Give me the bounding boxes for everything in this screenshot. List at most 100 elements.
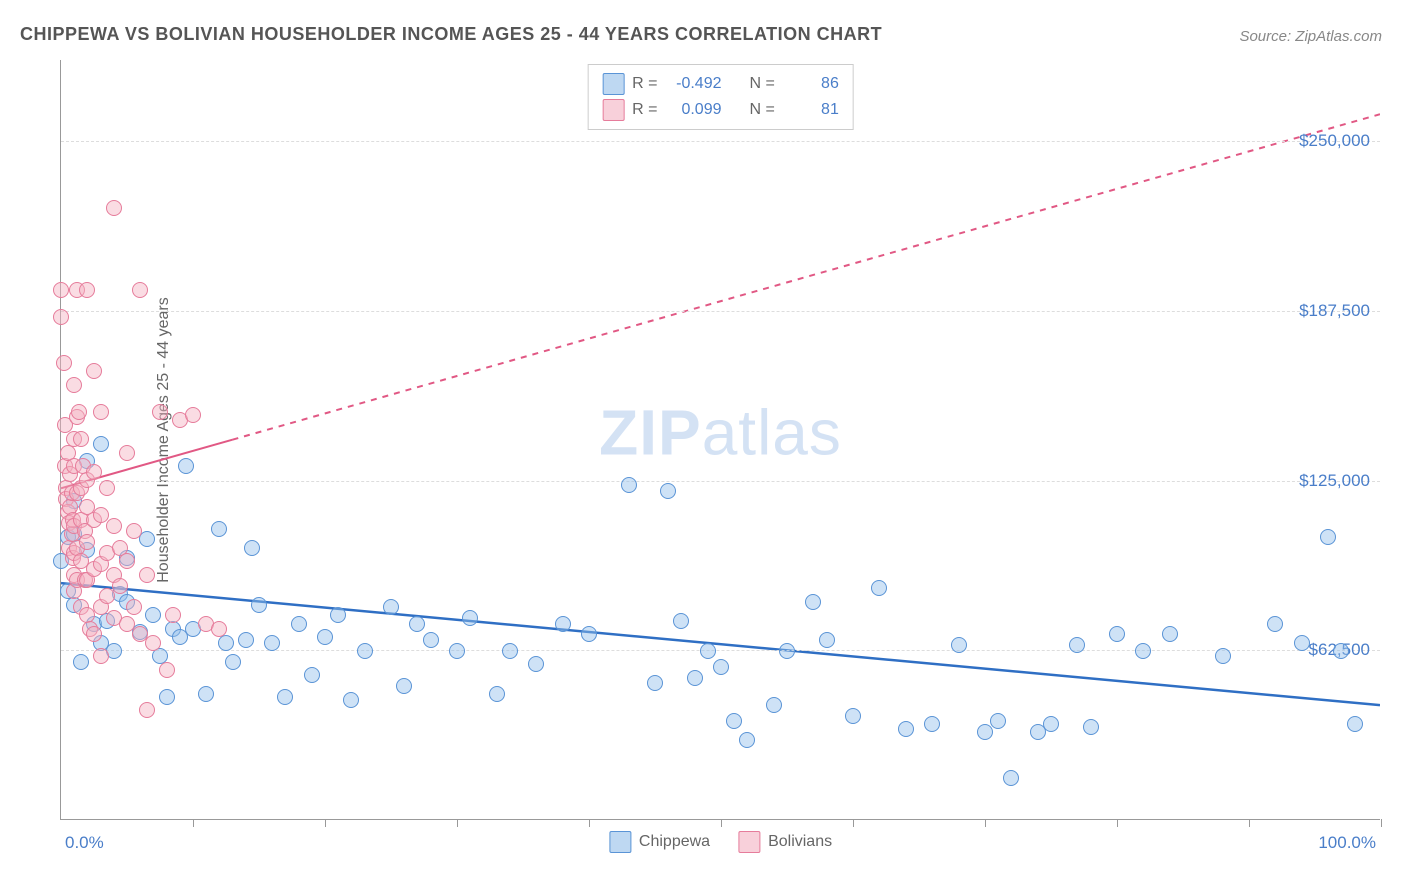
legend-label: Bolivians: [768, 833, 832, 851]
data-point: [211, 521, 227, 537]
data-point: [383, 599, 399, 615]
data-point: [79, 282, 95, 298]
x-tick: [1249, 819, 1250, 827]
data-point: [112, 578, 128, 594]
data-point: [647, 675, 663, 691]
data-point: [1003, 770, 1019, 786]
x-tick: [721, 819, 722, 827]
n-value: 86: [783, 75, 839, 93]
data-point: [86, 626, 102, 642]
data-point: [152, 404, 168, 420]
data-point: [99, 480, 115, 496]
legend-swatch: [602, 99, 624, 121]
data-point: [53, 309, 69, 325]
y-axis-title: Householder Income Ages 25 - 44 years: [155, 297, 173, 583]
n-value: 81: [783, 101, 839, 119]
data-point: [145, 607, 161, 623]
r-label: R =: [632, 101, 657, 119]
legend-label: Chippewa: [639, 833, 710, 851]
n-label: N =: [750, 101, 775, 119]
data-point: [766, 697, 782, 713]
data-point: [489, 686, 505, 702]
data-point: [93, 404, 109, 420]
trend-lines: [61, 60, 1380, 819]
data-point: [713, 659, 729, 675]
data-point: [898, 721, 914, 737]
data-point: [291, 616, 307, 632]
data-point: [93, 648, 109, 664]
data-point: [198, 686, 214, 702]
data-point: [1162, 626, 1178, 642]
data-point: [71, 404, 87, 420]
legend-swatch: [602, 73, 624, 95]
x-tick: [193, 819, 194, 827]
data-point: [1267, 616, 1283, 632]
x-tick: [325, 819, 326, 827]
legend-swatch: [738, 831, 760, 853]
data-point: [673, 613, 689, 629]
x-tick: [457, 819, 458, 827]
stats-row: R =-0.492N =86: [602, 71, 839, 97]
data-point: [687, 670, 703, 686]
data-point: [977, 724, 993, 740]
legend-swatch: [609, 831, 631, 853]
data-point: [251, 597, 267, 613]
data-point: [132, 282, 148, 298]
data-point: [726, 713, 742, 729]
x-axis-min-label: 0.0%: [65, 833, 104, 853]
data-point: [1135, 643, 1151, 659]
data-point: [396, 678, 412, 694]
data-point: [845, 708, 861, 724]
data-point: [277, 689, 293, 705]
watermark: ZIPatlas: [599, 395, 842, 469]
data-point: [700, 643, 716, 659]
data-point: [819, 632, 835, 648]
x-axis-max-label: 100.0%: [1318, 833, 1376, 853]
data-point: [139, 531, 155, 547]
data-point: [805, 594, 821, 610]
data-point: [528, 656, 544, 672]
data-point: [159, 689, 175, 705]
data-point: [581, 626, 597, 642]
data-point: [244, 540, 260, 556]
x-tick: [589, 819, 590, 827]
data-point: [779, 643, 795, 659]
data-point: [1347, 716, 1363, 732]
data-point: [462, 610, 478, 626]
data-point: [73, 431, 89, 447]
data-point: [423, 632, 439, 648]
data-point: [951, 637, 967, 653]
data-point: [225, 654, 241, 670]
data-point: [1294, 635, 1310, 651]
r-value: -0.492: [666, 75, 722, 93]
data-point: [1083, 719, 1099, 735]
data-point: [139, 702, 155, 718]
data-point: [185, 407, 201, 423]
r-value: 0.099: [666, 101, 722, 119]
data-point: [93, 436, 109, 452]
data-point: [165, 607, 181, 623]
legend-item: Chippewa: [609, 831, 710, 853]
data-point: [871, 580, 887, 596]
data-point: [1069, 637, 1085, 653]
data-point: [502, 643, 518, 659]
data-point: [449, 643, 465, 659]
n-label: N =: [750, 75, 775, 93]
data-point: [317, 629, 333, 645]
y-tick-label: $125,000: [1299, 471, 1370, 491]
data-point: [56, 355, 72, 371]
data-point: [1320, 529, 1336, 545]
data-point: [1215, 648, 1231, 664]
data-point: [1333, 643, 1349, 659]
data-point: [304, 667, 320, 683]
legend-item: Bolivians: [738, 831, 832, 853]
data-point: [238, 632, 254, 648]
data-point: [99, 588, 115, 604]
data-point: [73, 654, 89, 670]
data-point: [159, 662, 175, 678]
data-point: [53, 282, 69, 298]
data-point: [621, 477, 637, 493]
gridline: [61, 141, 1380, 142]
x-tick: [985, 819, 986, 827]
gridline: [61, 481, 1380, 482]
